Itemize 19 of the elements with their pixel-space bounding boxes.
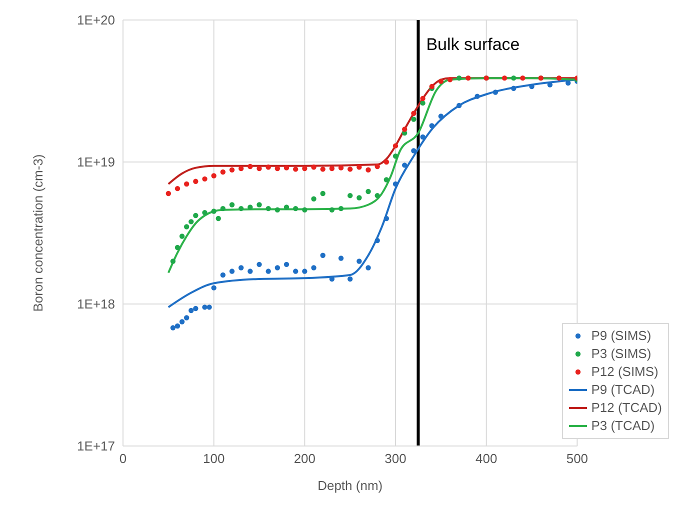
ref-line-label: Bulk surface (426, 35, 520, 54)
y-axis-title: Boron concentration (cm-3) (30, 154, 46, 312)
x-tick-label: 100 (202, 451, 225, 466)
x-tick-label: 200 (294, 451, 316, 466)
x-tick-label: 500 (566, 451, 588, 466)
x-tick-label: 300 (384, 451, 406, 466)
y-tick-label: 1E+17 (77, 438, 115, 454)
y-tick-label: 1E+19 (77, 154, 115, 170)
legend-label: P12 (TCAD) (591, 399, 662, 417)
x-tick-label: 400 (476, 451, 498, 466)
y-tick-label: 1E+18 (77, 296, 115, 312)
legend-label: P3 (SIMS) (591, 345, 652, 363)
legend-label: P9 (SIMS) (591, 327, 652, 345)
legend-label: P3 (TCAD) (591, 417, 655, 435)
y-tick-label: 1E+20 (77, 12, 115, 28)
x-axis-title: Depth (nm) (318, 478, 383, 493)
legend-label: P9 (TCAD) (591, 381, 655, 399)
x-tick-label: 0 (119, 451, 127, 466)
legend-label: P12 (SIMS) (591, 363, 658, 381)
